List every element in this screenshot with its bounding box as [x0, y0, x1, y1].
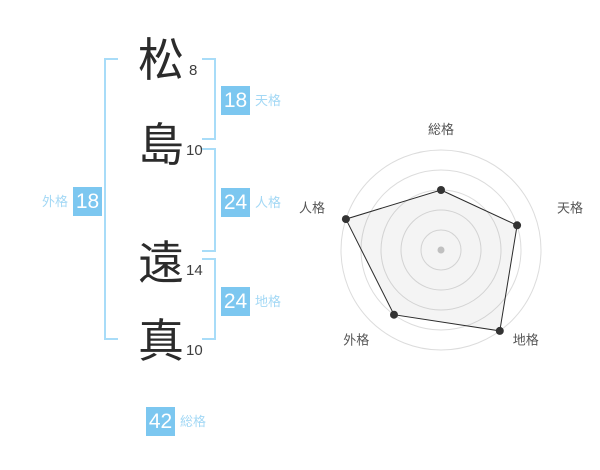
- radar-data-polygon: [345, 189, 518, 332]
- tenkaku-badge: 18: [221, 86, 250, 115]
- chikaku-group: 24 地格: [221, 287, 281, 316]
- radar-center-dot: [437, 246, 445, 254]
- chikaku-bracket: [202, 258, 216, 340]
- stroke-count: 10: [186, 142, 203, 159]
- gaikaku-badge: 18: [73, 187, 103, 216]
- soukaku-label: 総格: [180, 414, 207, 429]
- name-char: 真: [138, 315, 184, 367]
- chikaku-badge: 24: [221, 287, 250, 316]
- gaikaku-group: 外格 18: [42, 187, 103, 216]
- name-char: 島: [138, 119, 184, 171]
- stroke-count: 10: [186, 342, 203, 359]
- soukaku-group: 42 総格: [146, 407, 206, 436]
- radar-axis-label: 総格: [428, 122, 454, 137]
- jinkaku-bracket: [202, 148, 216, 252]
- jinkaku-label: 人格: [255, 195, 282, 210]
- gaikaku-bracket: [104, 58, 118, 340]
- radar-grid-ring: [420, 229, 462, 271]
- radar-data-point: [495, 326, 504, 335]
- radar-grid-ring: [400, 209, 482, 291]
- tenkaku-bracket: [202, 58, 216, 140]
- chikaku-label: 地格: [255, 294, 282, 309]
- jinkaku-badge: 24: [221, 188, 250, 217]
- radar-data-point: [513, 221, 522, 230]
- gaikaku-label: 外格: [42, 194, 69, 209]
- soukaku-badge: 42: [146, 407, 175, 436]
- radar-axis-label: 地格: [513, 333, 539, 348]
- name-char: 遠: [138, 237, 184, 289]
- stroke-count: 14: [186, 262, 203, 279]
- radar-axis-label: 天格: [557, 200, 583, 215]
- radar-axis-label: 人格: [299, 200, 325, 215]
- radar-data-point: [437, 186, 445, 194]
- tenkaku-group: 18 天格: [221, 86, 281, 115]
- radar-axis-label: 外格: [343, 333, 369, 348]
- radar-data-point: [341, 215, 350, 224]
- jinkaku-group: 24 人格: [221, 188, 281, 217]
- tenkaku-label: 天格: [255, 93, 282, 108]
- radar-grid-ring: [340, 149, 542, 351]
- radar-data-point: [390, 310, 398, 319]
- name-char: 松: [138, 34, 184, 86]
- stroke-count: 8: [189, 62, 198, 79]
